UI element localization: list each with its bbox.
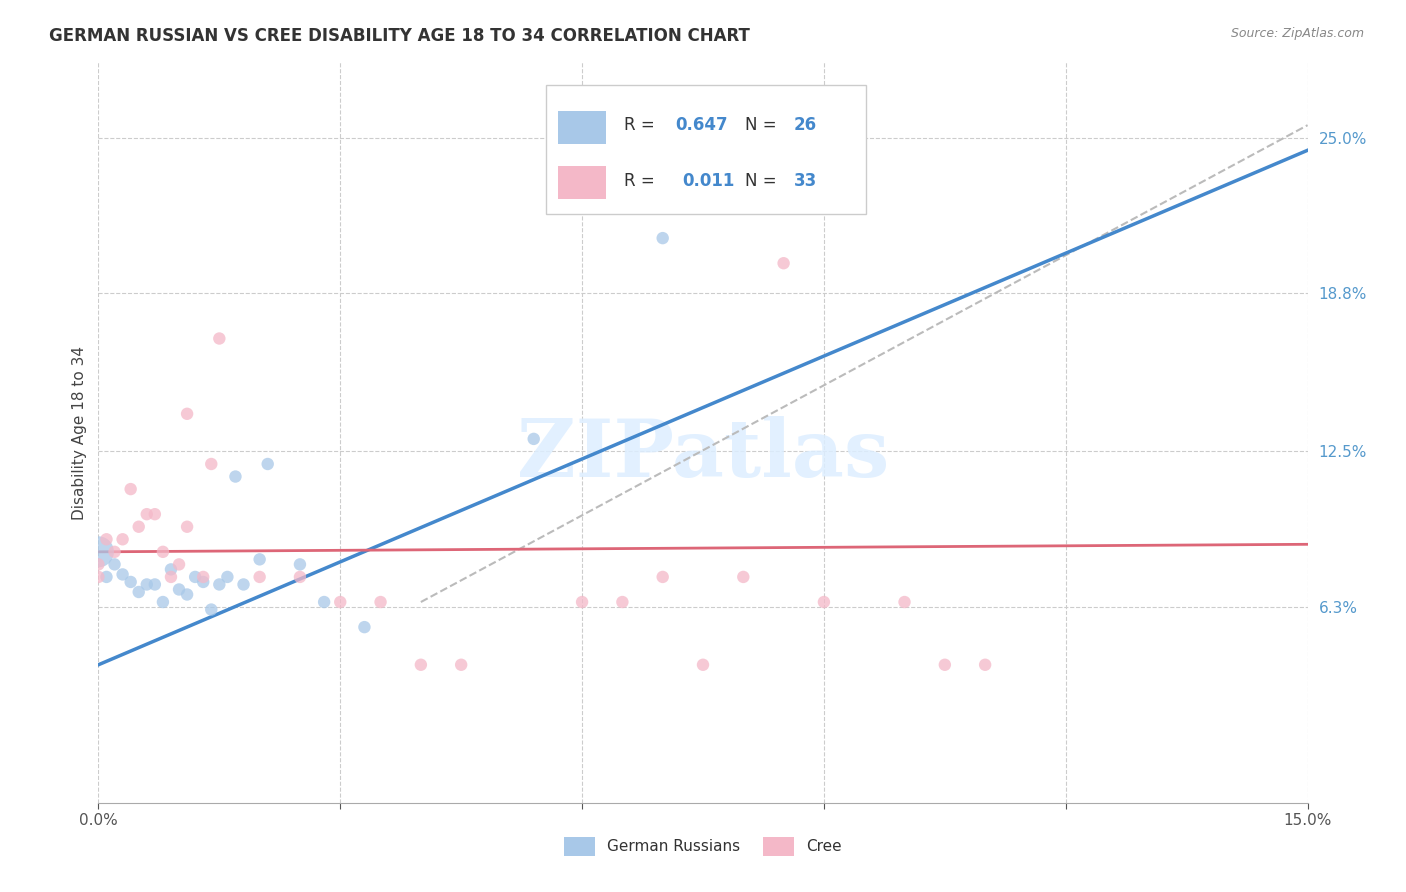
Point — [934, 657, 956, 672]
Point — [103, 545, 125, 559]
Point — [184, 570, 207, 584]
Point — [200, 457, 222, 471]
Point — [571, 595, 593, 609]
Text: 26: 26 — [793, 116, 817, 135]
Point — [160, 562, 183, 576]
Text: N =: N = — [745, 172, 782, 190]
Point — [217, 570, 239, 584]
Point — [128, 585, 150, 599]
Point — [450, 657, 472, 672]
Legend: German Russians, Cree: German Russians, Cree — [558, 831, 848, 862]
FancyBboxPatch shape — [558, 166, 606, 200]
Point — [974, 657, 997, 672]
Point — [176, 587, 198, 601]
Point — [208, 577, 231, 591]
Point — [152, 545, 174, 559]
Point — [120, 574, 142, 589]
Point — [143, 507, 166, 521]
Point — [193, 570, 215, 584]
Point — [329, 595, 352, 609]
Point — [87, 545, 110, 559]
Text: 33: 33 — [793, 172, 817, 190]
Text: GERMAN RUSSIAN VS CREE DISABILITY AGE 18 TO 34 CORRELATION CHART: GERMAN RUSSIAN VS CREE DISABILITY AGE 18… — [49, 27, 749, 45]
Point — [772, 256, 794, 270]
Point — [224, 469, 246, 483]
Point — [176, 407, 198, 421]
Point — [152, 595, 174, 609]
Text: Source: ZipAtlas.com: Source: ZipAtlas.com — [1230, 27, 1364, 40]
Point — [256, 457, 278, 471]
Point — [128, 520, 150, 534]
Point — [353, 620, 375, 634]
Point — [135, 507, 157, 521]
Point — [208, 331, 231, 345]
Point — [651, 570, 673, 584]
Point — [193, 574, 215, 589]
Point — [200, 602, 222, 616]
Point — [143, 577, 166, 591]
Text: R =: R = — [624, 172, 665, 190]
Point — [288, 570, 311, 584]
Y-axis label: Disability Age 18 to 34: Disability Age 18 to 34 — [72, 345, 87, 520]
Point — [111, 567, 134, 582]
Point — [612, 595, 634, 609]
Text: R =: R = — [624, 116, 661, 135]
Point — [523, 432, 546, 446]
Point — [409, 657, 432, 672]
Point — [120, 482, 142, 496]
Point — [249, 552, 271, 566]
Point — [96, 533, 118, 547]
Point — [249, 570, 271, 584]
Point — [160, 570, 183, 584]
FancyBboxPatch shape — [558, 111, 606, 144]
Text: ZIPatlas: ZIPatlas — [517, 416, 889, 494]
Point — [135, 577, 157, 591]
Point — [288, 558, 311, 572]
Text: N =: N = — [745, 116, 782, 135]
Text: 0.011: 0.011 — [682, 172, 735, 190]
Point — [103, 558, 125, 572]
Point — [87, 558, 110, 572]
FancyBboxPatch shape — [546, 85, 866, 214]
Point — [893, 595, 915, 609]
Point — [232, 577, 254, 591]
Point — [176, 520, 198, 534]
Point — [314, 595, 336, 609]
Text: 0.647: 0.647 — [675, 116, 728, 135]
Point — [96, 570, 118, 584]
Point — [87, 570, 110, 584]
Point — [167, 558, 190, 572]
Point — [370, 595, 392, 609]
Point — [813, 595, 835, 609]
Point — [651, 231, 673, 245]
Point — [692, 657, 714, 672]
Point — [111, 533, 134, 547]
Point — [733, 570, 755, 584]
Point — [167, 582, 190, 597]
